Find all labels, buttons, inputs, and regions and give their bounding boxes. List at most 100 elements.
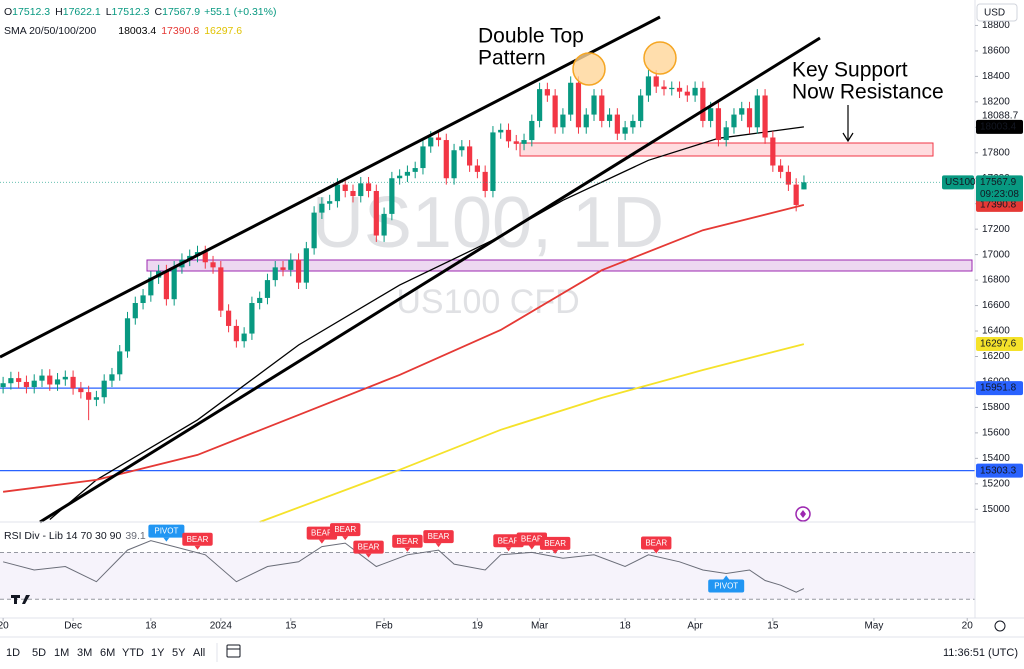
sma-value: 16297.6 bbox=[980, 339, 1017, 350]
indicator-value: 18003.4 bbox=[118, 25, 156, 37]
range-button[interactable]: 6M bbox=[100, 647, 115, 659]
candle-body bbox=[39, 375, 45, 381]
clock: 11:36:51 (UTC) bbox=[943, 647, 1018, 659]
y-tick-label: 18400 bbox=[982, 71, 1010, 82]
watermark-subtitle: US100 CFD bbox=[396, 283, 579, 321]
candle-body bbox=[31, 380, 37, 388]
ohlc-value: 17622.1 bbox=[63, 6, 101, 18]
signal-label-bg bbox=[708, 579, 745, 593]
event-icon[interactable] bbox=[795, 506, 811, 522]
candle-body bbox=[428, 137, 434, 147]
signal-pointer bbox=[552, 549, 559, 554]
candle-body bbox=[210, 262, 216, 268]
x-tick-label: 18 bbox=[145, 621, 157, 632]
calendar-icon[interactable] bbox=[226, 644, 241, 658]
range-button[interactable]: All bbox=[193, 647, 205, 659]
rsi-title: RSI Div - Lib 14 70 30 90 39.1 bbox=[4, 530, 146, 542]
candle-body bbox=[614, 114, 620, 134]
y-tick-label: 15200 bbox=[982, 478, 1010, 489]
candle-body bbox=[109, 374, 115, 381]
y-tick-label: 18600 bbox=[982, 46, 1010, 57]
top-marker bbox=[643, 41, 677, 75]
candle-body bbox=[365, 183, 372, 191]
x-tick-label: Dec bbox=[64, 621, 82, 632]
currency-button[interactable] bbox=[976, 3, 1018, 22]
y-tick-label: 17200 bbox=[982, 224, 1010, 235]
signal-label-bg bbox=[148, 524, 185, 538]
y-tick-label: 17000 bbox=[982, 249, 1010, 260]
drawing-layer bbox=[0, 15, 854, 524]
y-tick-label: 16600 bbox=[982, 300, 1010, 311]
watermark: US100, 1D bbox=[312, 183, 664, 263]
candle-body bbox=[474, 165, 480, 172]
range-button[interactable]: 1Y bbox=[151, 647, 165, 659]
settings-icon[interactable] bbox=[994, 620, 1006, 632]
y-tick-label: 15000 bbox=[982, 504, 1010, 515]
indicator-value: 17390.8 bbox=[161, 25, 199, 37]
candle-body bbox=[288, 259, 294, 270]
candle-body bbox=[8, 378, 14, 384]
candle-body bbox=[327, 201, 333, 204]
rsi-name: RSI Div - Lib 14 70 30 90 bbox=[4, 530, 121, 542]
range-button[interactable]: 1M bbox=[54, 647, 69, 659]
signal-label-bg bbox=[353, 540, 384, 554]
candle-body bbox=[591, 95, 597, 115]
support-zone bbox=[146, 259, 973, 272]
candle-body bbox=[78, 388, 84, 393]
candle-body bbox=[148, 277, 154, 296]
x-tick-label: Apr bbox=[687, 621, 703, 632]
candle-body bbox=[295, 259, 302, 283]
annotation: Pattern bbox=[478, 47, 546, 70]
candle-body bbox=[723, 127, 729, 141]
background-layer: US100, 1D US100 CFD bbox=[146, 142, 973, 321]
moving-average bbox=[49, 126, 804, 520]
signal-pointer bbox=[365, 553, 372, 558]
signal-label: BEAR bbox=[334, 525, 356, 534]
logo bbox=[11, 595, 30, 604]
candle-body bbox=[684, 91, 690, 96]
candle-body bbox=[303, 248, 309, 283]
moving-average bbox=[2, 204, 805, 493]
sma-value: 18003.4 bbox=[980, 122, 1017, 133]
y-tick-label: 18200 bbox=[982, 96, 1010, 107]
candle-body bbox=[560, 114, 566, 128]
range-button[interactable]: 5Y bbox=[172, 647, 186, 659]
range-button[interactable]: 5D bbox=[32, 647, 46, 659]
candle-body bbox=[342, 184, 348, 191]
countdown: 09:23:08 bbox=[980, 189, 1019, 200]
range-button[interactable]: YTD bbox=[122, 647, 144, 659]
candle-body bbox=[140, 295, 146, 304]
candle-body bbox=[482, 171, 488, 191]
signal-label-bg bbox=[516, 532, 548, 546]
candle-body bbox=[599, 95, 605, 121]
range-button[interactable]: 3M bbox=[77, 647, 92, 659]
annotation: Double Top bbox=[478, 25, 584, 48]
candle-body bbox=[381, 213, 387, 236]
signal-label: BEAR bbox=[544, 539, 566, 548]
candle-body bbox=[529, 120, 535, 141]
candle-body bbox=[778, 165, 784, 172]
channel-upper bbox=[0, 15, 661, 359]
level-value-bg bbox=[976, 463, 1023, 478]
signal-pointer bbox=[163, 537, 170, 542]
candle-body bbox=[490, 132, 496, 191]
range-button[interactable]: 1D bbox=[6, 647, 20, 659]
signal-label: PIVOT bbox=[154, 527, 178, 536]
candle-body bbox=[715, 108, 722, 141]
candle-body bbox=[754, 95, 760, 128]
logo-part bbox=[14, 595, 17, 604]
level-value: 15303.3 bbox=[980, 465, 1017, 476]
signal-label: PIVOT bbox=[714, 582, 738, 591]
candle-body bbox=[801, 182, 807, 190]
candle-body bbox=[257, 297, 263, 304]
sma-value-bg bbox=[976, 337, 1023, 352]
candle-body bbox=[218, 267, 224, 311]
moving-average bbox=[259, 343, 805, 523]
candle-body bbox=[669, 87, 675, 90]
candle-body bbox=[93, 397, 100, 400]
x-tick-label: 19 bbox=[472, 621, 484, 632]
rsi-line bbox=[2, 540, 805, 593]
candle-body bbox=[272, 267, 278, 281]
candle-body bbox=[583, 114, 589, 128]
